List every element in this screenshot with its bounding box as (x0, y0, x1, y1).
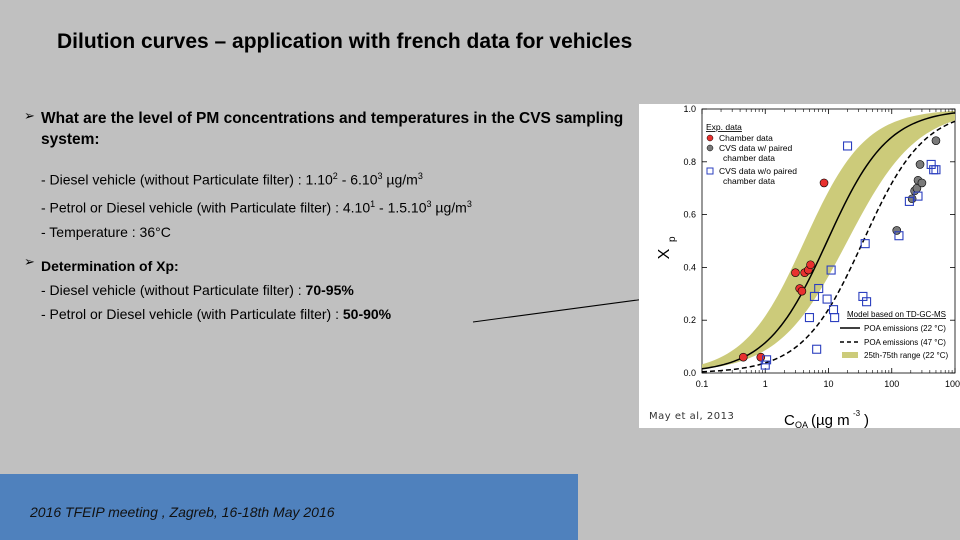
y-tick-label: 1.0 (683, 104, 696, 114)
y-label-sub: p (667, 236, 678, 242)
x-label-sub: OA (795, 420, 808, 428)
arrow-bullet-icon: ➢ (24, 253, 35, 269)
slide-title: Dilution curves – application with frenc… (57, 30, 633, 53)
point-chamber (797, 286, 807, 296)
point-cvs-unpaired (926, 159, 936, 169)
point-cvs-unpaired (812, 344, 822, 354)
point-cvs-unpaired (760, 360, 770, 370)
legend-item-poa47: POA emissions (47 °C) (864, 338, 946, 347)
xp-line-diesel: - Diesel vehicle (without Particulate fi… (41, 281, 354, 298)
point-cvs-unpaired (826, 265, 836, 275)
x-tick-label: 1 (763, 379, 768, 389)
legend-item-band: 25th-75th range (22 °C) (864, 351, 948, 360)
legend-item-chamber: Chamber data (719, 133, 773, 143)
point-chamber (819, 178, 829, 188)
point-cvs-paired (892, 226, 902, 235)
legend-item-cvs-unpaired: CVS data w/o paired (719, 166, 797, 176)
x-label-exp: -3 (853, 409, 861, 418)
y-label-main: X (656, 248, 673, 259)
legend-band-swatch (842, 352, 858, 358)
point-cvs-unpaired (913, 191, 923, 201)
point-cvs-unpaired (822, 294, 832, 304)
legend-left-title: Exp. data (706, 122, 742, 132)
y-tick-label: 0.4 (683, 262, 696, 272)
legend-item-cvs-unpaired-cont: chamber data (723, 176, 775, 186)
point-cvs-unpaired (814, 283, 824, 294)
legend-item-cvs-paired: CVS data w/ paired (719, 143, 793, 153)
point-cvs-paired (915, 160, 925, 169)
point-cvs-unpaired (862, 297, 872, 307)
slide-content: ➢ What are the level of PM concentration… (24, 108, 624, 327)
temperature-line: - Temperature : 36°C (41, 224, 171, 241)
x-axis-label: C OA (µg m -3 ) (784, 409, 869, 430)
figure-credit: May et al, 2013 (649, 411, 734, 422)
point-chamber (806, 260, 815, 270)
legend-item-cvs-paired-cont: chamber data (723, 153, 775, 163)
point-cvs-unpaired (931, 165, 941, 175)
xp-line-filter: - Petrol or Diesel vehicle (with Particu… (41, 306, 392, 323)
legend-right-title: Model based on TD-GC-MS (847, 310, 946, 319)
point-chamber (739, 352, 748, 362)
y-tick-label: 0.0 (683, 368, 696, 378)
point-cvs-unpaired (804, 313, 815, 323)
y-tick-label: 0.6 (683, 210, 696, 220)
question-text: What are the level of PM concentrations … (41, 110, 624, 148)
point-cvs-unpaired (762, 355, 772, 365)
pm-line-diesel: - Diesel vehicle (without Particulate fi… (41, 171, 423, 188)
point-chamber (756, 352, 766, 362)
curve-poa-47c (701, 120, 956, 373)
y-tick-label: 0.2 (683, 315, 696, 325)
legend-cvs-unpaired-marker (706, 167, 714, 175)
x-tick-label: 0.1 (696, 379, 709, 389)
point-cvs-unpaired (842, 141, 853, 151)
point-cvs-paired (917, 178, 927, 188)
x-label-main: C (784, 412, 795, 428)
x-label-units: (µg m (811, 412, 850, 428)
x-tick-label: 10 (823, 379, 833, 389)
legend-cvs-paired-marker (706, 144, 714, 152)
point-cvs-unpaired (830, 313, 840, 323)
legend-left: Exp. data Chamber data CVS data w/ paire… (706, 122, 797, 186)
y-axis-label: X p (656, 236, 678, 259)
legend-item-poa22: POA emissions (22 °C) (864, 324, 946, 333)
xp-bullet: ➢ Determination of Xp: (24, 254, 624, 278)
question-bullet: ➢ What are the level of PM concentration… (24, 108, 624, 150)
point-chamber (791, 268, 800, 277)
pm-line-filter: - Petrol or Diesel vehicle (with Particu… (41, 199, 472, 216)
x-label-close: ) (864, 412, 869, 428)
point-cvs-paired (931, 136, 941, 145)
y-tick-label: 0.8 (683, 157, 696, 167)
x-tick-label: 100 (884, 379, 899, 389)
footer-text: 2016 TFEIP meeting , Zagreb, 16-18th May… (30, 504, 335, 520)
xp-heading: Determination of Xp: (41, 257, 179, 274)
point-cvs-unpaired (894, 231, 904, 241)
legend-chamber-marker (706, 134, 714, 142)
footer-bar: 2016 TFEIP meeting , Zagreb, 16-18th May… (0, 474, 578, 540)
point-cvs-unpaired (860, 239, 870, 249)
point-cvs-paired (907, 194, 917, 204)
legend-right: Model based on TD-GC-MS POA emissions (2… (840, 310, 948, 360)
arrow-bullet-icon: ➢ (24, 108, 35, 123)
point-cvs-unpaired (904, 196, 914, 206)
